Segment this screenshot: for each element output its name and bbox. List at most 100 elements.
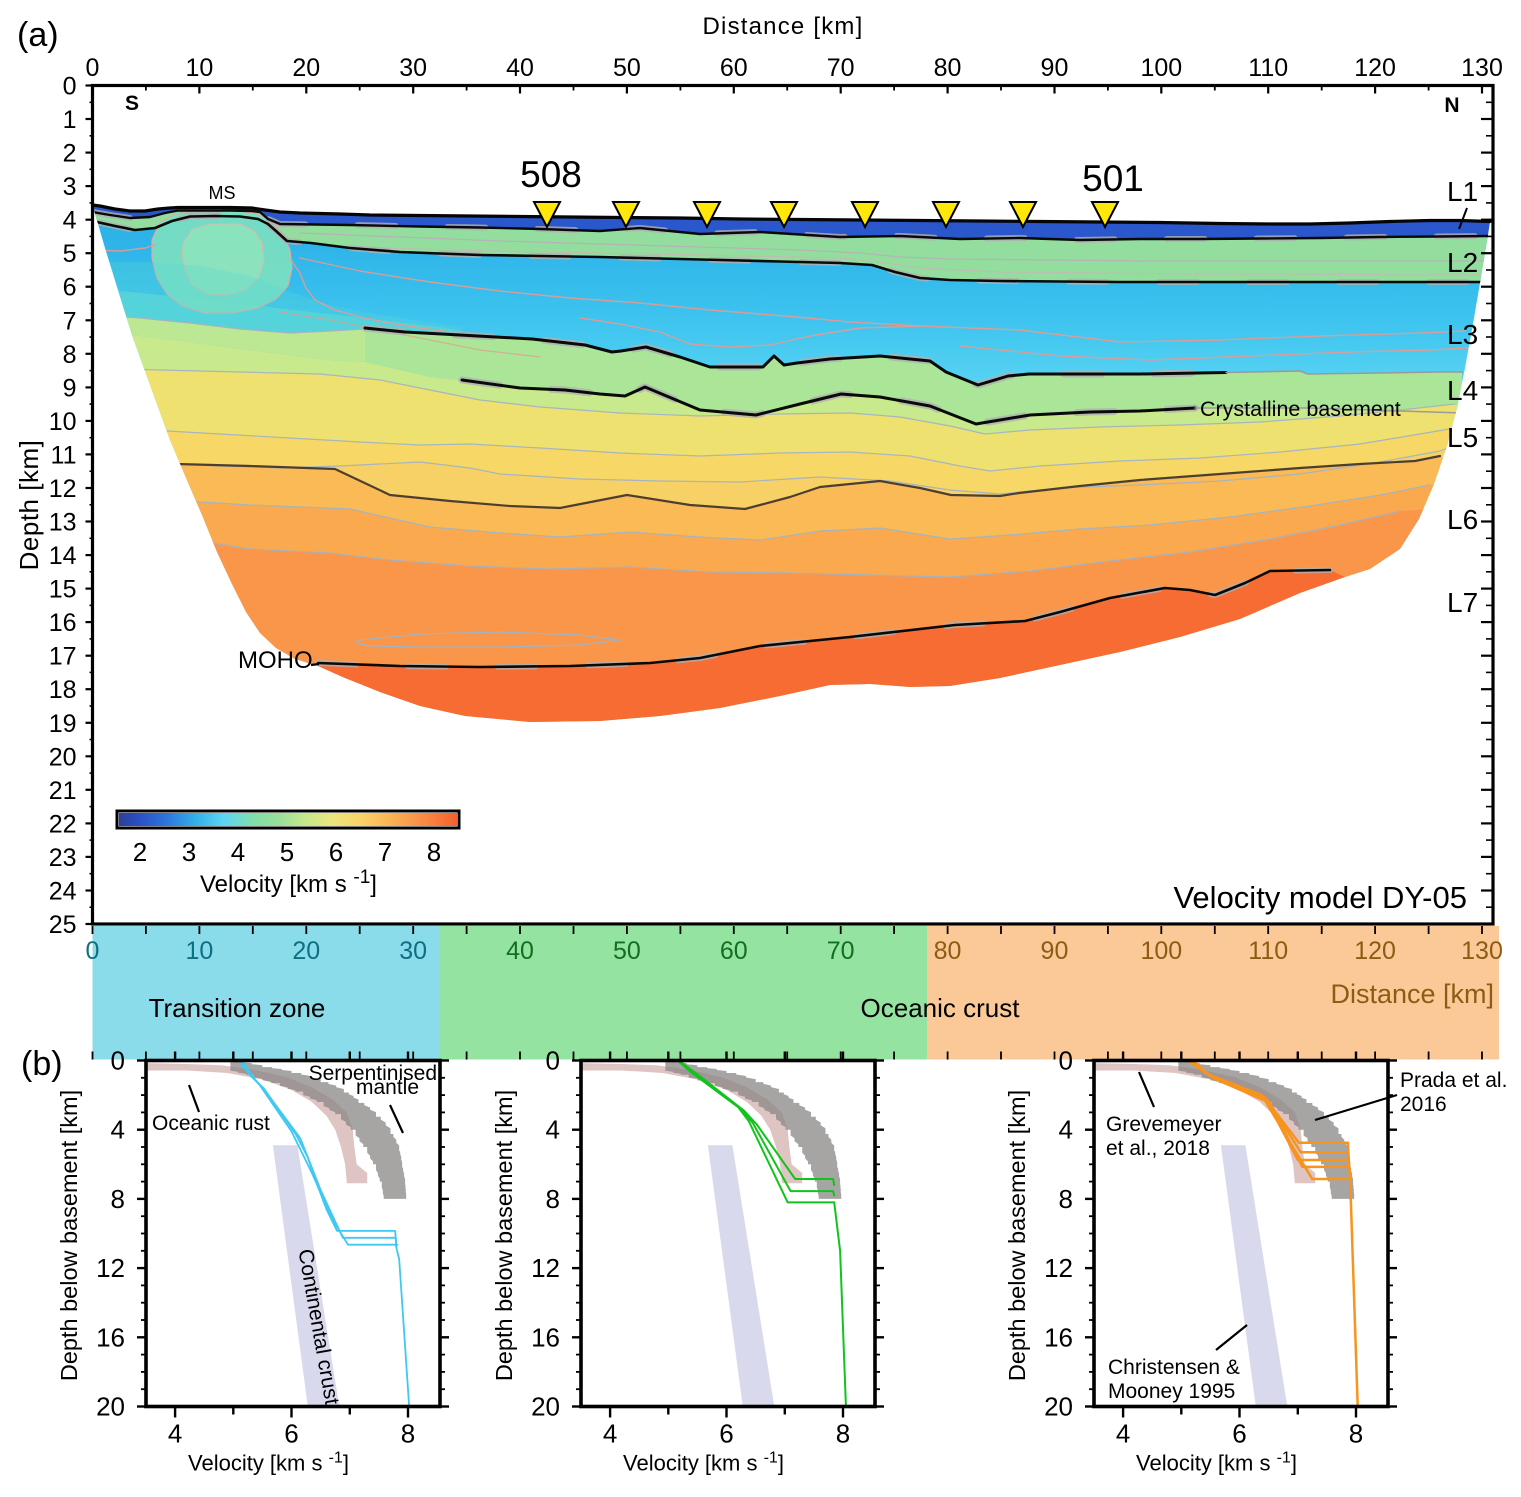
svg-text:Distance [km]: Distance [km] xyxy=(703,13,864,40)
svg-text:120: 120 xyxy=(1354,937,1396,965)
svg-text:8: 8 xyxy=(427,837,441,867)
svg-text:Serpentinised: Serpentinised xyxy=(309,1062,437,1085)
svg-text:(a): (a) xyxy=(17,16,59,54)
svg-text:4: 4 xyxy=(168,1419,182,1449)
svg-text:Crystalline basement: Crystalline basement xyxy=(1200,397,1401,421)
svg-text:Velocity [km s -1]: Velocity [km s -1] xyxy=(623,1450,784,1476)
svg-text:0: 0 xyxy=(111,1046,125,1076)
svg-text:Oceanic crust: Oceanic crust xyxy=(861,993,1021,1023)
svg-text:12: 12 xyxy=(96,1253,125,1283)
svg-text:20: 20 xyxy=(531,1392,560,1422)
svg-text:Prada et al.: Prada et al. xyxy=(1400,1069,1507,1092)
svg-text:50: 50 xyxy=(613,54,641,82)
svg-text:Depth [km]: Depth [km] xyxy=(14,440,44,571)
svg-text:30: 30 xyxy=(399,54,427,82)
svg-text:22: 22 xyxy=(49,810,77,838)
svg-text:14: 14 xyxy=(49,542,77,570)
svg-text:4: 4 xyxy=(1116,1419,1130,1449)
svg-text:130: 130 xyxy=(1461,54,1503,82)
svg-text:2016: 2016 xyxy=(1400,1093,1447,1116)
svg-text:N: N xyxy=(1444,94,1459,117)
svg-text:Depth below basement [km]: Depth below basement [km] xyxy=(1004,1090,1030,1381)
svg-text:L5: L5 xyxy=(1447,422,1478,453)
svg-text:et al., 2018: et al., 2018 xyxy=(1106,1137,1210,1160)
svg-text:L1: L1 xyxy=(1447,176,1478,207)
svg-text:20: 20 xyxy=(1044,1392,1073,1422)
svg-text:Depth below basement [km]: Depth below basement [km] xyxy=(56,1090,82,1381)
svg-text:90: 90 xyxy=(1041,937,1069,965)
svg-text:Velocity [km s -1]: Velocity [km s -1] xyxy=(200,867,377,898)
svg-text:17: 17 xyxy=(49,643,77,671)
svg-text:10: 10 xyxy=(185,937,213,965)
svg-text:2: 2 xyxy=(133,837,147,867)
svg-text:10: 10 xyxy=(185,54,213,82)
svg-text:Christensen &: Christensen & xyxy=(1108,1356,1240,1379)
svg-text:60: 60 xyxy=(720,54,748,82)
svg-text:80: 80 xyxy=(934,937,962,965)
svg-text:8: 8 xyxy=(401,1419,415,1449)
svg-text:110: 110 xyxy=(1248,54,1288,82)
svg-text:16: 16 xyxy=(1044,1322,1073,1352)
svg-text:3: 3 xyxy=(63,173,77,201)
svg-text:23: 23 xyxy=(49,844,77,872)
svg-text:80: 80 xyxy=(934,54,962,82)
svg-text:70: 70 xyxy=(827,54,855,82)
svg-text:L4: L4 xyxy=(1447,375,1478,406)
svg-text:0: 0 xyxy=(86,937,100,965)
svg-text:0: 0 xyxy=(86,54,100,82)
svg-text:L2: L2 xyxy=(1447,247,1478,278)
svg-text:1: 1 xyxy=(63,106,77,134)
svg-text:100: 100 xyxy=(1140,937,1182,965)
svg-text:110: 110 xyxy=(1248,937,1288,965)
svg-text:0: 0 xyxy=(63,73,77,101)
svg-text:501: 501 xyxy=(1082,158,1144,199)
svg-text:Velocity [km s -1]: Velocity [km s -1] xyxy=(188,1450,349,1476)
svg-text:19: 19 xyxy=(49,710,77,738)
svg-text:Mooney 1995: Mooney 1995 xyxy=(1108,1380,1235,1403)
svg-text:8: 8 xyxy=(1349,1419,1363,1449)
svg-text:50: 50 xyxy=(613,937,641,965)
svg-text:5: 5 xyxy=(63,240,77,268)
svg-text:6: 6 xyxy=(63,274,77,302)
svg-text:6: 6 xyxy=(284,1419,298,1449)
svg-text:Distance [km]: Distance [km] xyxy=(1330,979,1494,1009)
svg-text:L3: L3 xyxy=(1447,319,1478,350)
svg-text:20: 20 xyxy=(292,937,320,965)
svg-text:6: 6 xyxy=(1232,1419,1246,1449)
svg-text:7: 7 xyxy=(378,837,392,867)
svg-text:2: 2 xyxy=(63,140,77,168)
svg-text:mantle: mantle xyxy=(356,1076,419,1099)
svg-text:6: 6 xyxy=(719,1419,733,1449)
svg-text:120: 120 xyxy=(1354,54,1396,82)
svg-text:16: 16 xyxy=(49,609,77,637)
svg-text:7: 7 xyxy=(63,307,77,335)
svg-text:0: 0 xyxy=(1059,1046,1073,1076)
svg-text:Grevemeyer: Grevemeyer xyxy=(1106,1113,1222,1136)
svg-text:11: 11 xyxy=(51,441,77,469)
svg-text:L7: L7 xyxy=(1447,587,1478,618)
svg-text:5: 5 xyxy=(280,837,294,867)
svg-text:12: 12 xyxy=(1044,1253,1073,1283)
svg-text:MOHO: MOHO xyxy=(238,647,313,674)
svg-text:0: 0 xyxy=(546,1046,560,1076)
svg-text:40: 40 xyxy=(506,937,534,965)
svg-text:Velocity [km s -1]: Velocity [km s -1] xyxy=(1136,1450,1297,1476)
svg-text:16: 16 xyxy=(531,1322,560,1352)
svg-text:16: 16 xyxy=(96,1322,125,1352)
svg-text:508: 508 xyxy=(520,154,582,195)
svg-text:4: 4 xyxy=(546,1115,560,1145)
svg-text:18: 18 xyxy=(49,676,77,704)
svg-text:8: 8 xyxy=(63,341,77,369)
svg-text:Transition zone: Transition zone xyxy=(149,993,326,1023)
svg-text:70: 70 xyxy=(827,937,855,965)
svg-text:3: 3 xyxy=(182,837,196,867)
svg-text:15: 15 xyxy=(49,576,77,604)
svg-text:L6: L6 xyxy=(1447,504,1478,535)
svg-text:9: 9 xyxy=(63,374,77,402)
svg-text:Oceanic rust: Oceanic rust xyxy=(152,1112,270,1135)
svg-text:24: 24 xyxy=(49,877,77,905)
svg-text:8: 8 xyxy=(111,1184,125,1214)
svg-text:4: 4 xyxy=(1059,1115,1073,1145)
svg-text:10: 10 xyxy=(49,408,77,436)
svg-text:20: 20 xyxy=(292,54,320,82)
